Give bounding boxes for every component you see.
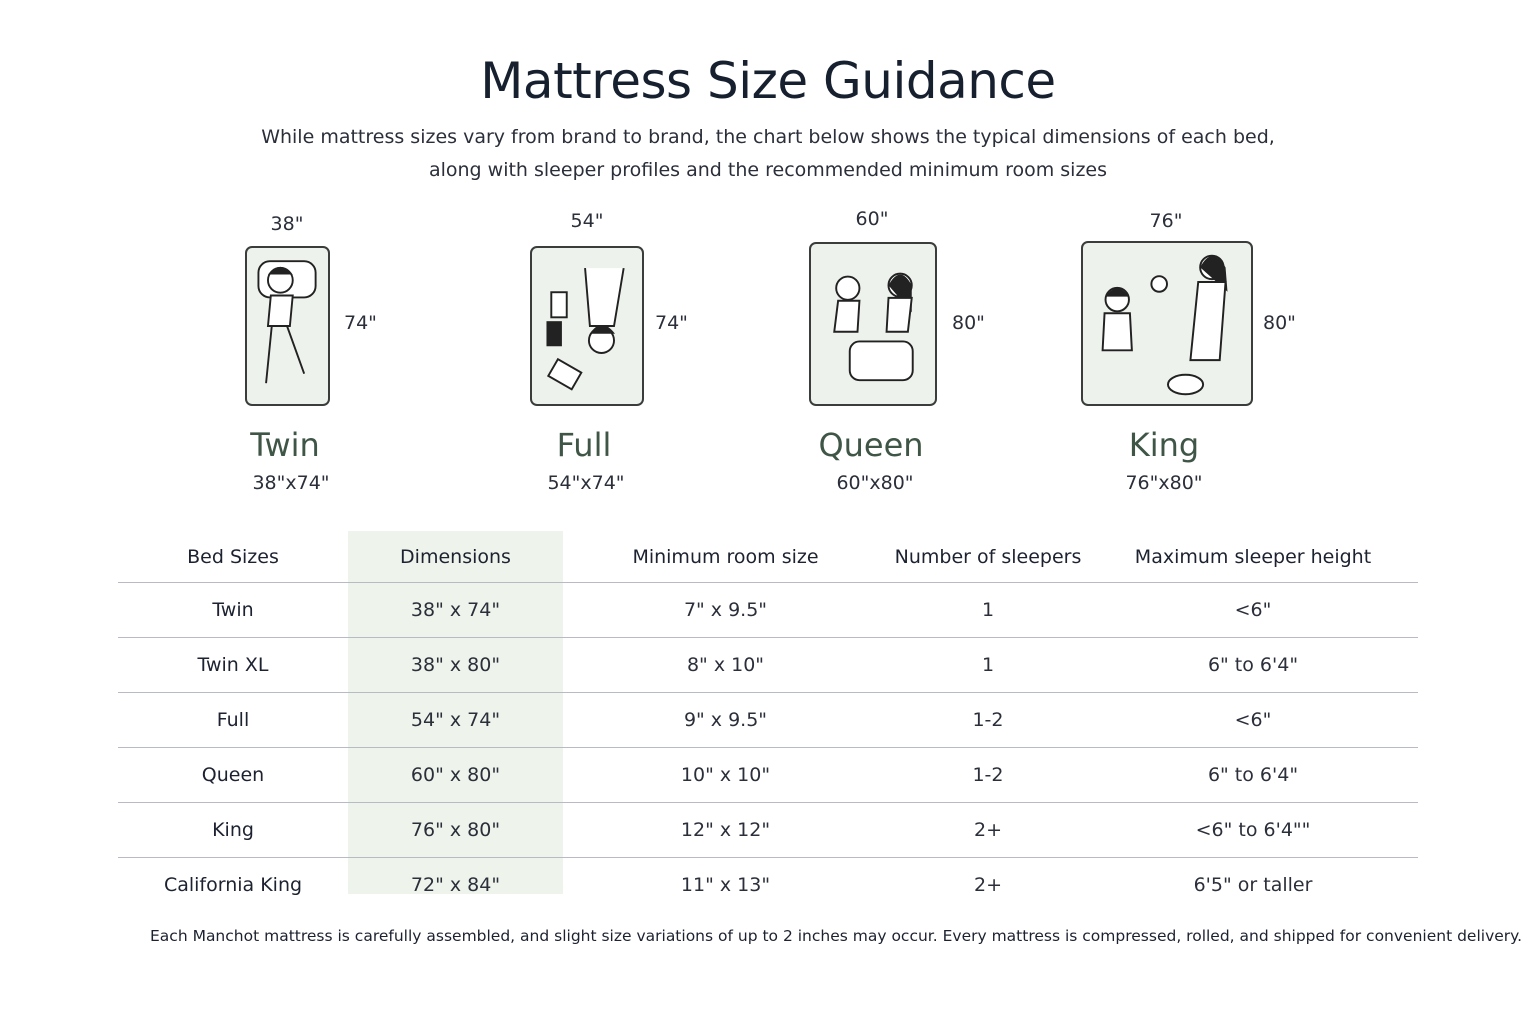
table-row: Twin 38" x 74" 7" x 9.5" 1 <6" [118,582,1418,638]
queen-width-label: 60" [855,208,889,230]
twin-width-label: 38" [270,213,304,235]
cell-min-room-size: 12" x 12" [563,802,888,858]
full-width-label: 54" [570,210,604,232]
twin-name: Twin [250,426,320,464]
king-bed-illustration [1081,241,1253,406]
cell-max-height: 6'5" or taller [1193,874,1313,896]
queen-name: Queen [818,426,924,464]
header-number-of-sleepers: Number of sleepers [888,531,1088,583]
cell-bed-size: Full [118,692,348,748]
twin-length-label: 74" [344,312,377,334]
cell-sleepers: 1-2 [888,747,1088,803]
cell-dimensions: 60" x 80" [348,747,563,803]
queen-length-label: 80" [952,312,985,334]
cell-bed-size: California King [163,874,303,896]
cell-dimensions: 38" x 80" [348,637,563,693]
cell-max-height: <6" [1088,582,1418,638]
page-title: Mattress Size Guidance [480,52,1056,110]
table-row: Queen 60" x 80" 10" x 10" 1-2 6" to 6'4" [118,747,1418,803]
cell-min-room-size: 7" x 9.5" [563,582,888,638]
cell-min-room-size: 8" x 10" [563,637,888,693]
cell-bed-size: Queen [118,747,348,803]
cell-sleepers: 2+ [888,802,1088,858]
king-dims: 76"x80" [1125,472,1203,494]
size-table: Bed Sizes Dimensions Minimum room size N… [118,531,1418,912]
full-name: Full [556,426,612,464]
header-dimensions: Dimensions [348,531,563,583]
table-row: California King 72" x 84" 11" x 13" 2+ 6'5" … [118,858,1418,913]
cell-dimensions: 54" x 74" [348,692,563,748]
cell-max-height: 6" to 6'4" [1088,637,1418,693]
cell-dimensions: 38" x 74" [348,582,563,638]
header-bed-sizes: Bed Sizes [118,531,348,583]
cell-dimensions: 76" x 80" [348,802,563,858]
cell-min-room-size: 10" x 10" [563,747,888,803]
cell-bed-size: Twin XL [118,637,348,693]
cell-sleepers: 1 [888,637,1088,693]
cell-bed-size: King [118,802,348,858]
full-dims: 54"x74" [547,472,625,494]
cell-sleepers: 1-2 [888,692,1088,748]
cell-sleepers: 1 [888,582,1088,638]
subtitle-line-2: along with sleeper profiles and the reco… [428,159,1108,181]
table-row: Twin XL 38" x 80" 8" x 10" 1 6" to 6'4" [118,637,1418,693]
header-min-room-size: Minimum room size [563,531,888,583]
king-length-label: 80" [1263,312,1296,334]
cell-min-room-size: 11" x 13" [680,874,771,896]
cell-max-height: <6" to 6'4"" [1088,802,1418,858]
footnote: Each Manchot mattress is carefully assem… [150,927,1523,945]
table-row: King 76" x 80" 12" x 12" 2+ <6" to 6'4"" [118,802,1418,858]
cell-dimensions: 72" x 84" [410,874,501,896]
subtitle-line-1: While mattress sizes vary from brand to … [261,126,1275,148]
full-length-label: 74" [655,312,688,334]
king-width-label: 76" [1149,210,1183,232]
twin-dims: 38"x74" [252,472,330,494]
table-row: Full 54" x 74" 9" x 9.5" 1-2 <6" [118,692,1418,748]
cell-max-height: <6" [1088,692,1418,748]
cell-max-height: 6" to 6'4" [1088,747,1418,803]
queen-bed-illustration [809,242,937,406]
table-header-row: Bed Sizes Dimensions Minimum room size N… [118,531,1418,583]
header-max-sleeper-height: Maximum sleeper height [1088,531,1418,583]
cell-bed-size: Twin [118,582,348,638]
twin-bed-illustration [245,246,330,406]
queen-dims: 60"x80" [836,472,914,494]
king-name: King [1128,426,1200,464]
full-bed-illustration [530,246,644,406]
cell-sleepers: 2+ [973,874,1002,896]
cell-min-room-size: 9" x 9.5" [563,692,888,748]
